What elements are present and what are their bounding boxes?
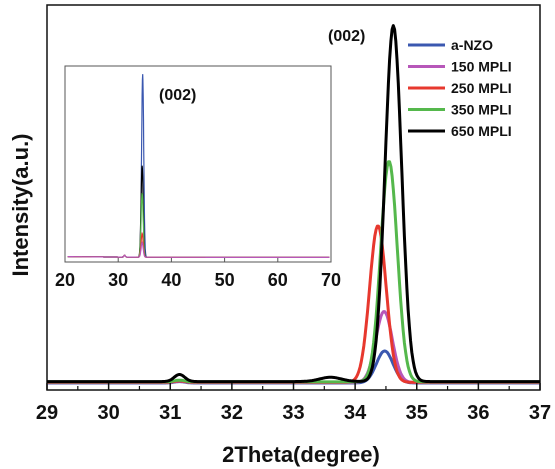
legend-label: 650 MPLI	[451, 123, 512, 139]
inset-x-tick-label: 30	[108, 270, 128, 290]
inset-x-tick-label: 40	[161, 270, 181, 290]
main-x-ticks: 29 30 31 32 33 34 35 36 37	[36, 383, 551, 424]
main-x-tick-label: 36	[467, 402, 489, 424]
main-x-tick-label: 37	[529, 402, 551, 424]
legend-label: 150 MPLI	[451, 59, 512, 75]
main-x-tick-label: 31	[159, 402, 181, 424]
main-x-tick-label: 35	[406, 402, 428, 424]
main-series-line-4	[46, 24, 541, 384]
inset-plot-frame	[64, 65, 332, 263]
inset-x-tick-label: 70	[321, 270, 341, 290]
inset-x-tick-label: 50	[215, 270, 235, 290]
main-x-tick-label: 30	[98, 402, 120, 424]
legend-label: 250 MPLI	[451, 80, 512, 96]
inset-peak-annotation: (002)	[159, 87, 196, 104]
main-series-group	[46, 24, 541, 385]
main-x-tick-label: 34	[344, 402, 367, 424]
inset-x-tick-label: 60	[268, 270, 288, 290]
main-x-tick-label: 29	[36, 402, 58, 424]
inset-x-ticks: 20 30 40 50 60 70	[55, 258, 341, 290]
x-axis-title: 2Theta(degree)	[222, 442, 380, 467]
main-x-tick-label: 32	[221, 402, 243, 424]
inset-series-group	[67, 74, 330, 258]
legend-label: 350 MPLI	[451, 102, 512, 118]
main-peak-annotation: (002)	[328, 28, 365, 45]
inset-series-line-4	[67, 241, 330, 258]
main-x-tick-label: 33	[282, 402, 304, 424]
inset-x-tick-label: 20	[55, 270, 75, 290]
y-axis-title: Intensity(a.u.)	[8, 133, 33, 276]
legend-label: a-NZO	[451, 37, 493, 53]
legend: a-NZO 150 MPLI 250 MPLI 350 MPLI 650 MPLI	[408, 37, 512, 139]
